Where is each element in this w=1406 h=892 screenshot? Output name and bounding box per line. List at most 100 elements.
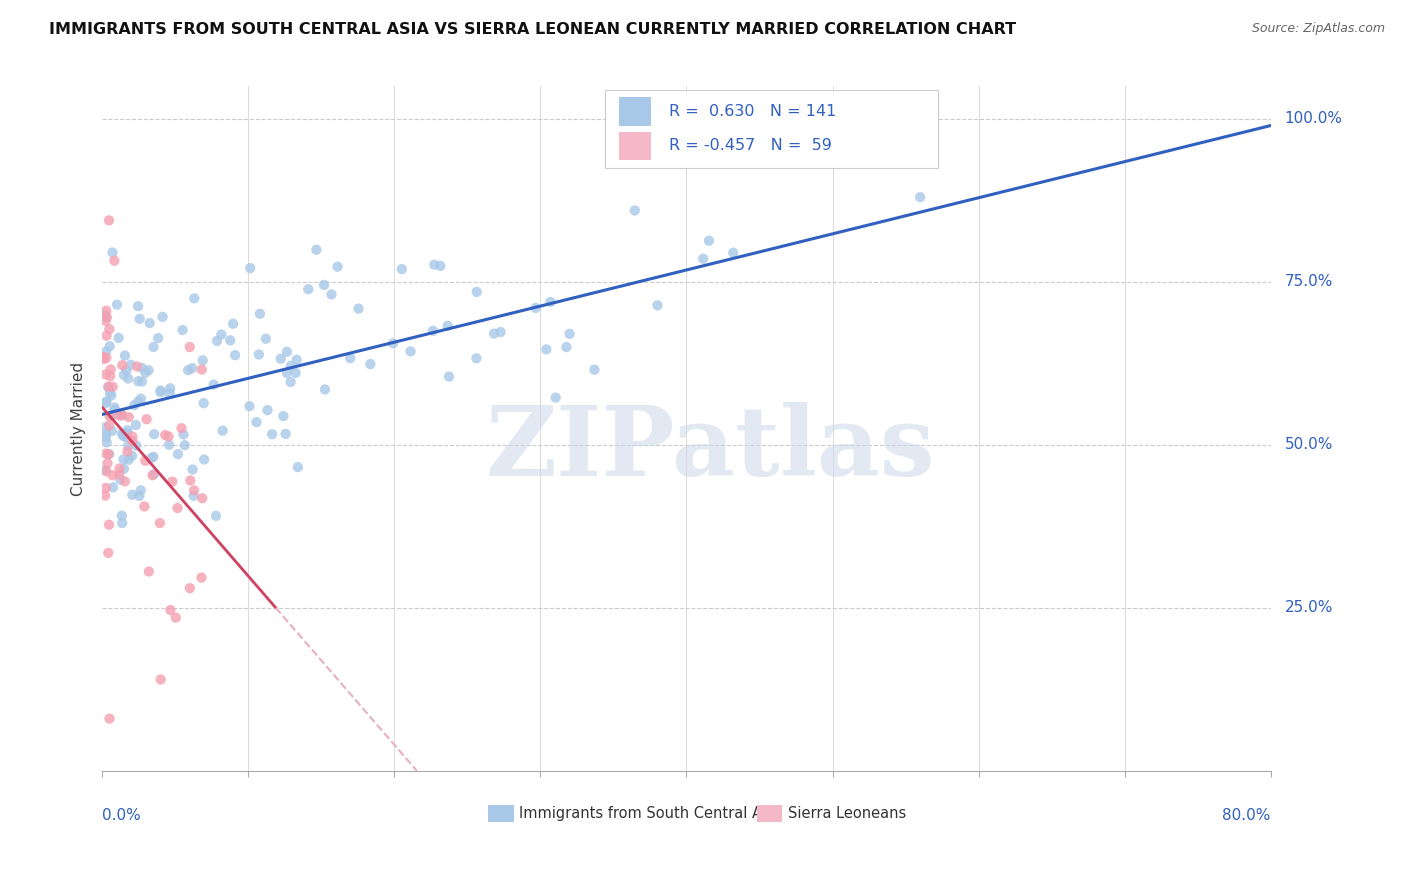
Point: [97, 379, 120, 393]
Point: [583, 362, 606, 376]
Point: [347, 301, 370, 316]
Point: [222, 317, 245, 331]
Point: [359, 357, 381, 371]
Point: [96, 394, 118, 409]
Point: [285, 352, 308, 367]
Point: [114, 430, 136, 444]
Point: [117, 439, 139, 453]
Point: [139, 316, 162, 330]
Point: [190, 571, 212, 585]
Point: [141, 451, 163, 466]
Text: Source: ZipAtlas.com: Source: ZipAtlas.com: [1251, 22, 1385, 36]
Point: [422, 324, 444, 338]
Point: [94, 396, 117, 410]
Point: [692, 252, 714, 266]
Point: [108, 461, 131, 475]
Point: [96, 328, 118, 343]
Point: [93, 350, 115, 364]
Point: [239, 261, 262, 276]
Point: [96, 310, 118, 325]
Point: [211, 424, 233, 438]
Point: [103, 253, 125, 268]
Text: 100.0%: 100.0%: [1285, 112, 1343, 127]
Point: [190, 362, 212, 376]
Point: [165, 610, 187, 624]
Text: 25.0%: 25.0%: [1285, 600, 1333, 615]
Point: [112, 462, 135, 476]
Point: [149, 384, 172, 398]
Point: [125, 417, 148, 432]
Point: [111, 358, 134, 372]
Point: [127, 394, 149, 409]
Point: [101, 424, 124, 438]
Point: [98, 447, 121, 461]
Point: [135, 412, 157, 426]
Point: [94, 489, 117, 503]
Point: [437, 369, 460, 384]
Point: [173, 427, 195, 442]
Point: [326, 260, 349, 274]
Point: [262, 427, 284, 442]
Point: [94, 430, 117, 444]
Point: [162, 475, 184, 489]
Point: [94, 308, 117, 322]
Point: [314, 383, 336, 397]
Point: [280, 375, 302, 389]
Text: 0.0%: 0.0%: [103, 808, 141, 823]
Point: [908, 190, 931, 204]
Point: [247, 347, 270, 361]
Point: [110, 409, 132, 423]
Point: [105, 298, 128, 312]
Text: Immigrants from South Central Asia: Immigrants from South Central Asia: [519, 806, 783, 822]
Point: [112, 429, 135, 443]
Point: [108, 409, 131, 423]
Point: [205, 334, 228, 348]
Point: [121, 488, 143, 502]
Point: [101, 245, 124, 260]
Point: [558, 326, 581, 341]
Point: [114, 349, 136, 363]
Point: [172, 323, 194, 337]
Point: [96, 427, 118, 442]
Point: [465, 351, 488, 366]
Point: [98, 386, 121, 401]
Point: [280, 359, 302, 373]
Text: 80.0%: 80.0%: [1222, 808, 1271, 823]
Point: [170, 421, 193, 435]
Point: [127, 299, 149, 313]
Point: [305, 243, 328, 257]
Point: [287, 460, 309, 475]
Point: [183, 291, 205, 305]
Point: [120, 358, 142, 372]
Point: [524, 301, 547, 315]
Point: [284, 366, 307, 380]
Point: [647, 298, 669, 312]
Point: [115, 426, 138, 441]
Point: [153, 428, 176, 442]
Point: [544, 391, 567, 405]
Point: [118, 452, 141, 467]
Point: [399, 344, 422, 359]
Bar: [756, 805, 782, 822]
Point: [166, 501, 188, 516]
Point: [127, 374, 149, 388]
Point: [94, 420, 117, 434]
Point: [94, 368, 117, 382]
Point: [219, 334, 242, 348]
Point: [98, 322, 121, 336]
Point: [94, 344, 117, 359]
Point: [96, 464, 118, 478]
Bar: [619, 97, 651, 126]
Point: [111, 408, 134, 422]
Point: [183, 483, 205, 498]
Point: [723, 245, 745, 260]
Point: [142, 450, 165, 464]
Point: [117, 371, 139, 385]
Point: [321, 287, 343, 301]
Point: [183, 489, 205, 503]
Point: [256, 403, 278, 417]
Point: [129, 483, 152, 498]
Point: [97, 380, 120, 394]
Bar: [619, 131, 651, 161]
Point: [177, 363, 200, 377]
